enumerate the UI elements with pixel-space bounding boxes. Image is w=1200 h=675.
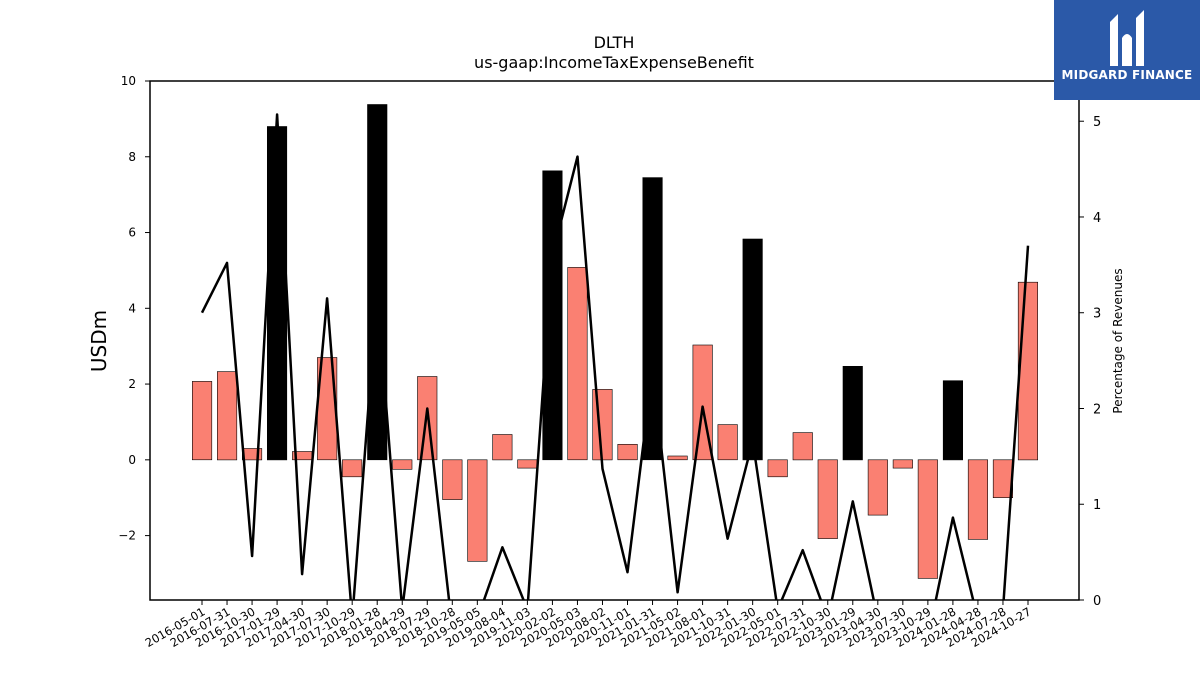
x-axis-ticks: 2016-05-012016-07-312016-10-302017-01-29…: [143, 600, 1033, 650]
y-tick-label: 4: [128, 301, 136, 315]
bar: [792, 432, 813, 461]
bar: [917, 459, 938, 579]
midgard-logo-icon: [1110, 10, 1144, 66]
bar: [517, 459, 538, 469]
bar: [967, 459, 989, 540]
bar: [542, 170, 563, 461]
bar: [767, 459, 788, 478]
bar: [817, 459, 838, 539]
bar: [717, 424, 738, 461]
bar: [667, 455, 688, 461]
bar: [892, 459, 913, 469]
y-axis-label: USDm: [87, 310, 111, 372]
y-tick-label: 0: [128, 453, 136, 467]
chart-title: DLTH: [594, 33, 635, 52]
bar: [742, 238, 763, 461]
bar: [592, 389, 613, 461]
y2-axis-label: Percentage of Revenues: [1111, 268, 1125, 413]
y-tick-label: −2: [118, 529, 136, 543]
y2-tick-label: 0: [1093, 594, 1101, 609]
bar: [266, 126, 288, 461]
plot-frame: [149, 80, 1080, 601]
bar: [942, 380, 964, 461]
bar: [642, 177, 663, 461]
bar: [467, 459, 488, 562]
y-tick-label: 8: [128, 150, 136, 164]
bar: [1017, 281, 1039, 461]
bar-series: [192, 104, 1039, 579]
y2-tick-label: 3: [1093, 307, 1101, 322]
bar: [567, 267, 588, 461]
line-series: [200, 113, 1030, 600]
bar: [192, 381, 213, 461]
left-axis-ticks: −2 0 2 4 6 8 10: [118, 74, 150, 543]
y2-tick-label: 5: [1093, 115, 1101, 130]
right-axis-ticks: 0 1 2 3 4 5: [1079, 115, 1101, 609]
revenue-pct-line: [200, 113, 1030, 600]
y2-tick-label: 2: [1093, 402, 1101, 417]
bar: [842, 365, 863, 461]
bar: [992, 459, 1014, 498]
bar: [617, 443, 638, 461]
brand-logo: MIDGARD FINANCE: [1054, 0, 1200, 100]
y2-tick-label: 1: [1093, 498, 1101, 513]
y-tick-label: 6: [128, 226, 136, 240]
logo-text: MIDGARD FINANCE: [1061, 68, 1193, 82]
chart-subtitle: us-gaap:IncomeTaxExpenseBenefit: [474, 53, 754, 72]
bar: [342, 459, 363, 478]
y-tick-label: 10: [121, 74, 136, 88]
bar: [392, 459, 413, 470]
bar: [442, 459, 463, 500]
bar: [217, 371, 238, 461]
y-tick-label: 2: [128, 377, 136, 391]
bar: [867, 459, 888, 516]
bar: [367, 104, 388, 461]
y2-tick-label: 4: [1093, 211, 1101, 226]
bar: [492, 434, 513, 461]
